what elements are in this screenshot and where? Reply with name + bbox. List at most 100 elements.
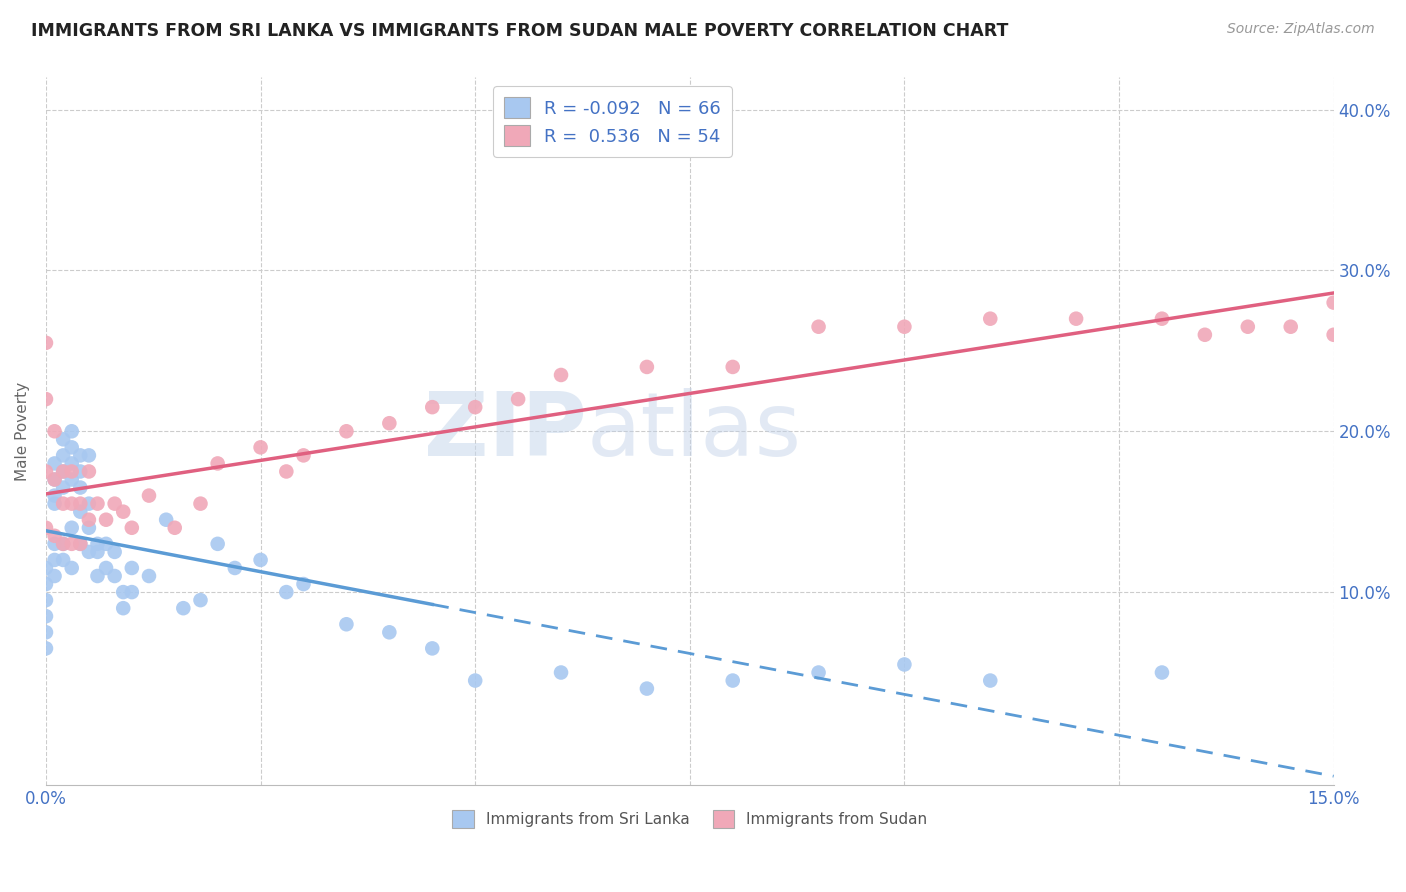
Point	[224, 561, 246, 575]
Point	[44, 457, 66, 471]
Point	[112, 585, 135, 599]
Point	[60, 521, 83, 535]
Point	[86, 569, 108, 583]
Point	[335, 424, 357, 438]
Point	[104, 569, 127, 583]
Point	[69, 537, 91, 551]
Text: atlas: atlas	[586, 388, 801, 475]
Point	[52, 465, 75, 479]
Point	[44, 473, 66, 487]
Point	[44, 497, 66, 511]
Point	[60, 424, 83, 438]
Text: ZIP: ZIP	[425, 388, 586, 475]
Point	[104, 497, 127, 511]
Point	[121, 521, 143, 535]
Text: IMMIGRANTS FROM SRI LANKA VS IMMIGRANTS FROM SUDAN MALE POVERTY CORRELATION CHAR: IMMIGRANTS FROM SRI LANKA VS IMMIGRANTS …	[31, 22, 1008, 40]
Point	[1150, 311, 1173, 326]
Point	[94, 513, 117, 527]
Point	[35, 609, 58, 624]
Point	[508, 392, 530, 406]
Point	[807, 665, 830, 680]
Point	[94, 537, 117, 551]
Point	[1194, 327, 1216, 342]
Point	[172, 601, 194, 615]
Point	[52, 481, 75, 495]
Point	[276, 585, 298, 599]
Point	[52, 537, 75, 551]
Point	[69, 497, 91, 511]
Point	[721, 359, 744, 374]
Point	[60, 441, 83, 455]
Point	[1279, 319, 1302, 334]
Point	[550, 368, 572, 382]
Point	[35, 335, 58, 350]
Point	[979, 673, 1001, 688]
Point	[77, 545, 100, 559]
Point	[60, 561, 83, 575]
Point	[35, 392, 58, 406]
Point	[1236, 319, 1258, 334]
Point	[721, 673, 744, 688]
Point	[378, 416, 401, 430]
Point	[44, 553, 66, 567]
Point	[1365, 295, 1388, 310]
Point	[69, 449, 91, 463]
Point	[292, 449, 315, 463]
Point	[35, 625, 58, 640]
Point	[52, 432, 75, 446]
Point	[112, 505, 135, 519]
Point	[979, 311, 1001, 326]
Point	[893, 657, 915, 672]
Point	[1323, 295, 1346, 310]
Point	[464, 400, 486, 414]
Point	[190, 593, 212, 607]
Point	[249, 441, 271, 455]
Point	[636, 359, 658, 374]
Point	[44, 424, 66, 438]
Point	[378, 625, 401, 640]
Point	[35, 593, 58, 607]
Point	[35, 577, 58, 591]
Point	[35, 465, 58, 479]
Point	[121, 585, 143, 599]
Point	[69, 465, 91, 479]
Point	[44, 537, 66, 551]
Point	[77, 449, 100, 463]
Text: Source: ZipAtlas.com: Source: ZipAtlas.com	[1227, 22, 1375, 37]
Point	[86, 537, 108, 551]
Point	[292, 577, 315, 591]
Point	[190, 497, 212, 511]
Point	[335, 617, 357, 632]
Point	[464, 673, 486, 688]
Point	[44, 473, 66, 487]
Point	[60, 465, 83, 479]
Point	[550, 665, 572, 680]
Point	[69, 481, 91, 495]
Point	[52, 553, 75, 567]
Point	[636, 681, 658, 696]
Point	[52, 497, 75, 511]
Point	[207, 457, 229, 471]
Point	[86, 545, 108, 559]
Point	[77, 465, 100, 479]
Point	[420, 641, 443, 656]
Point	[207, 537, 229, 551]
Point	[69, 537, 91, 551]
Point	[420, 400, 443, 414]
Point	[104, 545, 127, 559]
Point	[44, 489, 66, 503]
Point	[60, 537, 83, 551]
Point	[1150, 665, 1173, 680]
Point	[60, 457, 83, 471]
Point	[35, 641, 58, 656]
Point	[807, 319, 830, 334]
Y-axis label: Male Poverty: Male Poverty	[15, 382, 30, 481]
Point	[1064, 311, 1087, 326]
Point	[112, 601, 135, 615]
Point	[35, 561, 58, 575]
Point	[893, 319, 915, 334]
Point	[44, 569, 66, 583]
Point	[1323, 327, 1346, 342]
Point	[163, 521, 186, 535]
Point	[138, 569, 160, 583]
